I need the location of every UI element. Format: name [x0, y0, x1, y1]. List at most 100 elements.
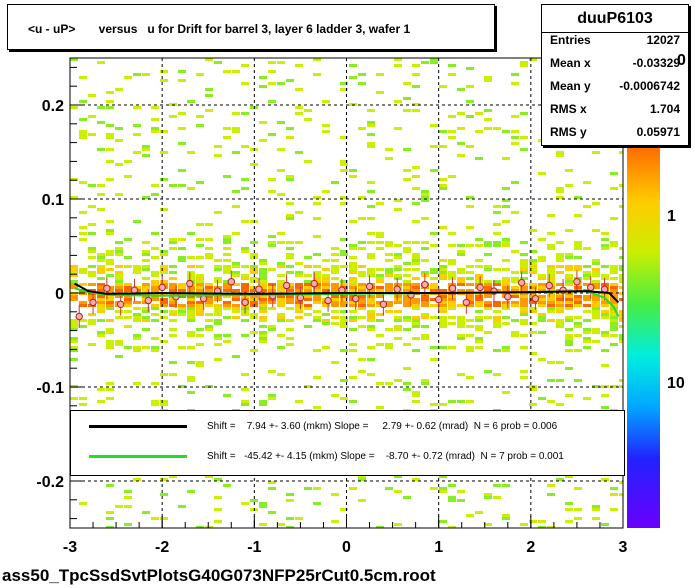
heatmap-cell [205, 247, 213, 250]
heatmap-cell [376, 406, 384, 409]
heatmap-cell [547, 301, 555, 304]
heatmap-cell [295, 106, 303, 109]
heatmap-cell [151, 106, 159, 109]
heatmap-cell [601, 334, 609, 337]
heatmap-cell [142, 253, 150, 256]
heatmap-cell [322, 283, 330, 286]
heatmap-cell [340, 301, 348, 304]
heatmap-cell [142, 241, 150, 244]
heatmap-cell [412, 253, 420, 256]
heatmap-cell [214, 358, 222, 361]
heatmap-cell [70, 322, 78, 325]
heatmap-cell [412, 301, 420, 304]
heatmap-cell [385, 301, 393, 304]
heatmap-cell [376, 235, 384, 238]
heatmap-cell [205, 223, 213, 226]
heatmap-cell [223, 289, 231, 292]
heatmap-cell [520, 64, 528, 67]
heatmap-cell [214, 298, 222, 301]
heatmap-cell [205, 256, 213, 259]
heatmap-cell [295, 64, 303, 67]
heatmap-cell [169, 334, 177, 337]
heatmap-cell [241, 277, 249, 280]
heatmap-cell [232, 130, 240, 133]
profile-point [545, 281, 553, 290]
title-box: <u - uP> versus u for Drift for barrel 3… [7, 4, 495, 50]
heatmap-cell [97, 310, 105, 313]
profile-point [517, 278, 526, 287]
heatmap-cell [367, 271, 375, 274]
heatmap-cell [115, 265, 123, 268]
heatmap-cell [376, 241, 384, 244]
heatmap-cell [385, 328, 393, 331]
heatmap-cell [223, 280, 231, 283]
heatmap-cell [106, 268, 114, 271]
heatmap-cell [322, 130, 330, 133]
z-axis-label-top: 0 [677, 52, 686, 69]
heatmap-cell [466, 295, 474, 298]
heatmap-cell [160, 340, 168, 343]
heatmap-cell [151, 256, 159, 259]
heatmap-cell [241, 313, 249, 316]
heatmap-cell [421, 247, 429, 250]
heatmap-cell [610, 283, 618, 286]
heatmap-cell [430, 124, 438, 127]
heatmap-cell [187, 331, 195, 334]
heatmap-cell [385, 244, 393, 247]
heatmap-cell [286, 79, 294, 82]
heatmap-cell [133, 334, 141, 337]
heatmap-cell [133, 307, 141, 310]
heatmap-cell [232, 289, 240, 292]
heatmap-cell [583, 277, 591, 280]
heatmap-cell [412, 349, 420, 352]
heatmap-cell [421, 325, 429, 328]
heatmap-cell [349, 268, 357, 271]
heatmap-cell [367, 124, 375, 127]
heatmap-cell [457, 316, 465, 319]
heatmap-cell [574, 265, 582, 268]
heatmap-cell [610, 316, 618, 319]
heatmap-cell [385, 487, 393, 490]
heatmap-cell [367, 142, 375, 145]
heatmap-cell [610, 304, 618, 307]
heatmap-cell [619, 184, 623, 187]
heatmap-cell [538, 256, 546, 259]
heatmap-cell [277, 241, 285, 244]
heatmap-cell [367, 319, 375, 322]
heatmap-cell [475, 277, 483, 280]
heatmap-cell [619, 319, 623, 322]
heatmap-cell [457, 277, 465, 280]
heatmap-cell [322, 289, 330, 292]
heatmap-cell [205, 88, 213, 91]
heatmap-cell [349, 283, 357, 286]
heatmap-cell [223, 247, 231, 250]
heatmap-cell [376, 334, 384, 337]
heatmap-cell [358, 247, 366, 250]
heatmap-cell [475, 265, 483, 268]
heatmap-cell [151, 313, 159, 316]
profile-point [75, 312, 83, 321]
heatmap-cell [151, 382, 159, 385]
heatmap-cell [169, 271, 177, 274]
heatmap-cell [547, 232, 555, 235]
heatmap-cell [106, 388, 114, 391]
heatmap-cell [187, 265, 195, 268]
heatmap-cell [331, 181, 339, 184]
heatmap-cell [610, 172, 618, 175]
heatmap-cell [286, 127, 294, 130]
heatmap-cell [322, 277, 330, 280]
heatmap-cell [601, 316, 609, 319]
heatmap-cell [79, 100, 87, 103]
heatmap-cell [349, 343, 357, 346]
profile-point [365, 282, 374, 291]
x-tick-label: -2 [155, 539, 169, 556]
heatmap-cell [97, 400, 105, 403]
heatmap-cell [601, 331, 609, 334]
heatmap-cell [88, 256, 96, 259]
heatmap-cell [160, 304, 168, 307]
heatmap-cell [340, 196, 348, 199]
heatmap-cell [367, 298, 375, 301]
heatmap-cell [187, 271, 195, 274]
heatmap-cell [205, 109, 213, 112]
heatmap-cell [601, 478, 609, 481]
